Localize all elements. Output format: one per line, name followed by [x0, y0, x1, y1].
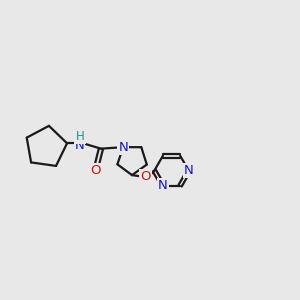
Text: N: N — [118, 141, 128, 154]
Text: N: N — [75, 139, 84, 152]
Text: N: N — [184, 164, 194, 177]
Text: H: H — [76, 130, 85, 143]
Text: N: N — [158, 179, 168, 192]
Text: O: O — [90, 164, 101, 177]
Text: O: O — [140, 170, 151, 183]
